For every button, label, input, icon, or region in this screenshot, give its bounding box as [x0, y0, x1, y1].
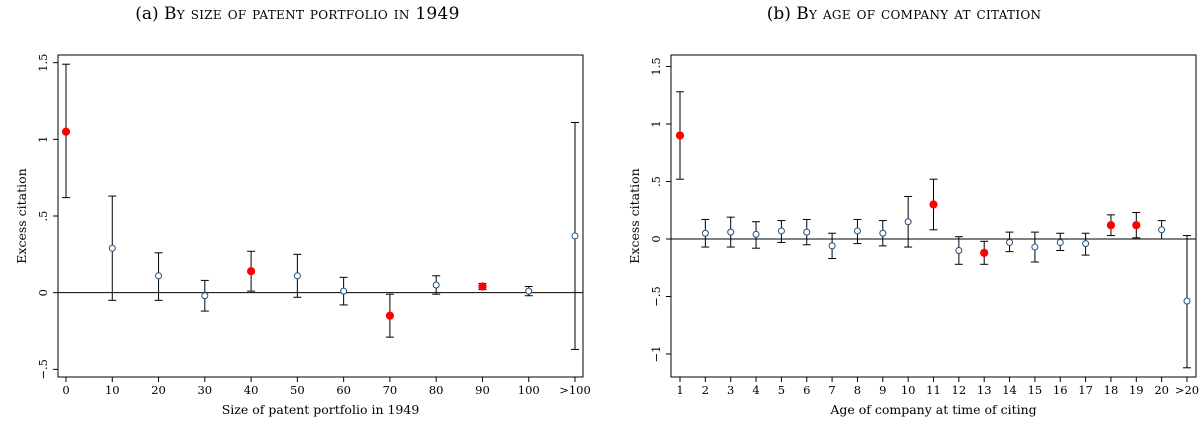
- x-tick-label: 0: [62, 383, 69, 397]
- x-tick-label: 11: [926, 383, 941, 397]
- x-tick-label: 14: [1002, 383, 1017, 397]
- data-point: [571, 232, 579, 240]
- y-tick-label: .5: [649, 176, 663, 187]
- data-point: [340, 287, 348, 295]
- x-axis-label: Age of company at time of citing: [829, 402, 1036, 417]
- x-tick-label: 70: [383, 383, 398, 397]
- data-point: [1158, 226, 1166, 234]
- data-point-significant: [61, 127, 71, 136]
- data-point: [727, 228, 735, 236]
- data-point: [155, 272, 163, 280]
- data-point-significant: [980, 248, 989, 257]
- y-tick-label: 1.5: [649, 57, 663, 75]
- data-point: [1056, 238, 1064, 246]
- data-point: [777, 227, 785, 235]
- panel-title-text: By size of patent portfolio in 1949: [164, 4, 460, 24]
- y-tick-label: 1: [649, 120, 663, 127]
- data-point-significant: [1106, 221, 1116, 230]
- data-point: [1031, 243, 1039, 251]
- y-axis-label: Excess citation: [14, 168, 29, 263]
- x-tick-label: >100: [559, 383, 591, 397]
- data-point: [879, 229, 887, 237]
- data-point: [803, 228, 811, 236]
- x-tick-label: 4: [752, 383, 759, 397]
- x-tick-label: 8: [854, 383, 861, 397]
- data-point: [904, 218, 912, 226]
- x-tick-label: 90: [475, 383, 490, 397]
- panel-title-text: By age of company at citation: [796, 4, 1042, 24]
- panel-label: (b): [766, 4, 791, 24]
- x-tick-label: >20: [1175, 383, 1199, 397]
- y-tick-label: −.5: [649, 286, 663, 307]
- data-point: [1006, 238, 1014, 246]
- chart-title: (b) By age of company at citation: [605, 4, 1203, 24]
- plot-frame: [57, 54, 584, 378]
- x-tick-label: 5: [778, 383, 785, 397]
- data-point: [701, 229, 709, 237]
- x-tick-label: 3: [727, 383, 734, 397]
- x-tick-label: 6: [803, 383, 810, 397]
- x-tick-label: 7: [828, 383, 835, 397]
- data-point: [955, 247, 963, 254]
- data-point-significant: [675, 131, 685, 140]
- chart-svg: Age of company at time of citing Excess …: [627, 54, 1199, 417]
- data-point: [432, 281, 440, 289]
- data-point: [1183, 297, 1191, 305]
- x-tick-label: 15: [1028, 383, 1043, 397]
- x-tick-label: 60: [336, 383, 351, 397]
- chart-panel-a: (a) By size of patent portfolio in 1949 …: [0, 0, 595, 425]
- x-tick-label: 19: [1129, 383, 1144, 397]
- x-tick-label: 10: [105, 383, 120, 397]
- y-tick-label: −.5: [36, 359, 50, 380]
- data-point: [853, 227, 861, 235]
- x-tick-label: 100: [518, 383, 540, 397]
- x-tick-label: 30: [197, 383, 212, 397]
- chart-svg: Size of patent portfolio in 1949 Excess …: [14, 54, 591, 417]
- y-tick-label: .5: [36, 211, 50, 222]
- panel-label: (a): [135, 4, 159, 24]
- y-axis-label: Excess citation: [627, 168, 642, 263]
- x-tick-label: 16: [1053, 383, 1068, 397]
- x-axis-label: Size of patent portfolio in 1949: [222, 402, 420, 417]
- data-point: [108, 244, 116, 252]
- y-tick-label: 0: [649, 235, 663, 242]
- x-tick-label: 2: [702, 383, 709, 397]
- x-tick-label: 9: [879, 383, 886, 397]
- x-tick-label: 12: [952, 383, 967, 397]
- x-tick-label: 17: [1078, 383, 1093, 397]
- chart-title: (a) By size of patent portfolio in 1949: [0, 4, 595, 24]
- data-point-significant: [385, 311, 395, 320]
- x-tick-label: 13: [977, 383, 992, 397]
- data-point: [1082, 240, 1090, 248]
- data-point-significant: [1132, 221, 1141, 230]
- data-point: [293, 272, 301, 280]
- y-tick-label: 1.5: [36, 54, 50, 72]
- x-tick-label: 10: [901, 383, 916, 397]
- data-point: [201, 292, 209, 300]
- data-point: [525, 287, 533, 295]
- chart-panel-b: (b) By age of company at citation Age of…: [605, 0, 1203, 425]
- y-tick-label: 0: [36, 289, 50, 296]
- x-tick-label: 40: [244, 383, 259, 397]
- data-point-significant: [478, 282, 487, 291]
- data-point-significant: [246, 267, 256, 276]
- x-tick-label: 18: [1104, 383, 1119, 397]
- data-point: [752, 230, 760, 238]
- data-point-significant: [929, 200, 938, 209]
- x-tick-label: 1: [676, 383, 683, 397]
- x-tick-label: 50: [290, 383, 305, 397]
- x-tick-label: 80: [429, 383, 444, 397]
- x-tick-label: 20: [151, 383, 166, 397]
- y-tick-label: −1: [649, 346, 663, 363]
- data-point: [828, 242, 836, 250]
- x-tick-label: 20: [1154, 383, 1169, 397]
- y-tick-label: 1: [36, 136, 50, 143]
